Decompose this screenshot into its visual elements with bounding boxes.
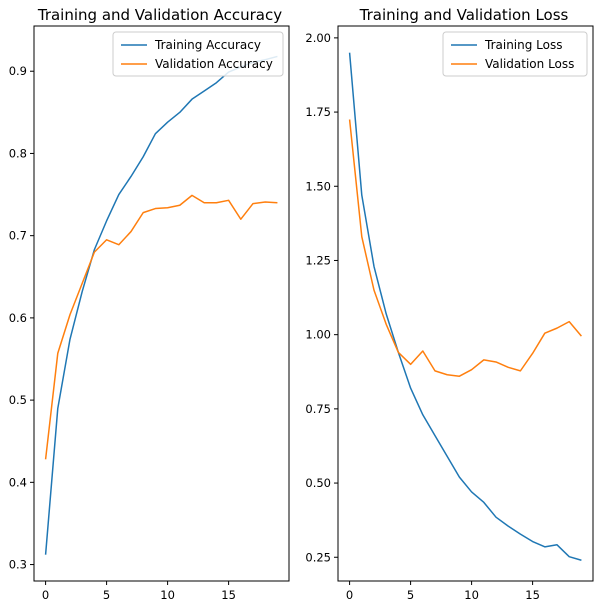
accuracy-chart: Training and Validation Accuracy 0 5 10 15 0…	[9, 6, 290, 602]
accuracy-x-tick-label: 15	[221, 588, 236, 602]
accuracy-y-tick-label: 0.4	[9, 475, 27, 489]
loss-y-tick-label: 1.75	[305, 105, 331, 119]
loss-series-line-1	[348, 52, 582, 561]
loss-y-tick-label: 1.00	[305, 328, 331, 342]
loss-y-tick-label: 1.25	[305, 253, 331, 267]
accuracy-y-tick-label: 0.7	[9, 229, 27, 243]
accuracy-legend-box	[112, 31, 284, 77]
loss-legend-label-1: Training Loss	[484, 38, 562, 52]
accuracy-x-tick-label: 0	[42, 588, 49, 602]
loss-x-tick-label: 0	[346, 588, 353, 602]
accuracy-series-line-2	[44, 194, 278, 460]
loss-series-line-2	[348, 119, 582, 377]
accuracy-x-tick-label: 5	[103, 588, 110, 602]
accuracy-series-line-1	[44, 55, 278, 555]
loss-chart-title: Training and Validation Loss	[359, 6, 569, 24]
loss-x-tick-label: 15	[525, 588, 540, 602]
loss-legend: Training Loss Validation Loss	[442, 31, 588, 77]
loss-y-tick-label: 0.75	[305, 402, 331, 416]
loss-axes-frame	[337, 25, 594, 582]
loss-legend-label-2: Validation Loss	[485, 57, 574, 71]
loss-x-tick-label: 5	[407, 588, 414, 602]
loss-y-tick-label: 0.50	[305, 476, 331, 490]
accuracy-x-tick-label: 10	[160, 588, 175, 602]
accuracy-legend-label-2: Validation Accuracy	[155, 57, 273, 71]
loss-x-tick-label: 10	[464, 588, 479, 602]
accuracy-y-tick-label: 0.6	[9, 311, 27, 325]
accuracy-y-tick-label: 0.9	[9, 64, 27, 78]
accuracy-legend: Training Accuracy Validation Accuracy	[112, 31, 284, 77]
loss-y-tick-label: 0.25	[305, 550, 331, 564]
accuracy-y-tick-label: 0.5	[9, 393, 27, 407]
accuracy-y-tick-label: 0.3	[9, 558, 27, 572]
loss-chart: Training and Validation Loss 0 5 10 15 0.25 0…	[305, 6, 594, 602]
loss-y-tick-label: 2.00	[305, 31, 331, 45]
loss-legend-box	[442, 31, 588, 77]
accuracy-axes-frame	[33, 25, 290, 582]
accuracy-y-tick-label: 0.8	[9, 146, 27, 160]
loss-y-tick-label: 1.50	[305, 179, 331, 193]
accuracy-chart-title: Training and Validation Accuracy	[37, 6, 282, 24]
accuracy-legend-label-1: Training Accuracy	[154, 38, 261, 52]
